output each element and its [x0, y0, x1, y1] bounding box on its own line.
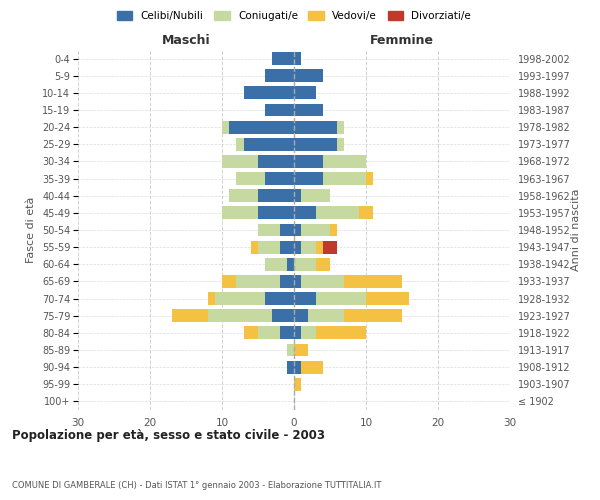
- Text: COMUNE DI GAMBERALE (CH) - Dati ISTAT 1° gennaio 2003 - Elaborazione TUTTITALIA.: COMUNE DI GAMBERALE (CH) - Dati ISTAT 1°…: [12, 481, 382, 490]
- Bar: [258, 155, 294, 168]
- Bar: [316, 326, 366, 340]
- Bar: [323, 172, 366, 185]
- Bar: [215, 292, 265, 305]
- Bar: [359, 206, 373, 220]
- Bar: [222, 155, 258, 168]
- Bar: [272, 310, 294, 322]
- Bar: [294, 378, 301, 390]
- Bar: [222, 206, 258, 220]
- Bar: [366, 292, 409, 305]
- Bar: [323, 155, 366, 168]
- Bar: [222, 275, 236, 288]
- Bar: [280, 240, 294, 254]
- Bar: [294, 258, 316, 270]
- Bar: [265, 258, 287, 270]
- Bar: [287, 360, 294, 374]
- Bar: [301, 275, 344, 288]
- Bar: [280, 275, 294, 288]
- Bar: [229, 190, 258, 202]
- Bar: [294, 206, 316, 220]
- Bar: [258, 326, 280, 340]
- Bar: [236, 138, 244, 150]
- Bar: [172, 310, 208, 322]
- Bar: [316, 292, 366, 305]
- Bar: [294, 326, 301, 340]
- Bar: [258, 224, 280, 236]
- Bar: [301, 326, 316, 340]
- Bar: [308, 310, 344, 322]
- Text: Popolazione per età, sesso e stato civile - 2003: Popolazione per età, sesso e stato civil…: [12, 430, 325, 442]
- Bar: [301, 360, 323, 374]
- Bar: [337, 138, 344, 150]
- Bar: [280, 224, 294, 236]
- Bar: [265, 172, 294, 185]
- Bar: [236, 172, 265, 185]
- Bar: [337, 120, 344, 134]
- Bar: [301, 190, 330, 202]
- Bar: [301, 224, 330, 236]
- Bar: [236, 275, 280, 288]
- Bar: [208, 292, 215, 305]
- Bar: [287, 344, 294, 356]
- Bar: [294, 344, 308, 356]
- Bar: [294, 104, 323, 117]
- Bar: [294, 172, 323, 185]
- Bar: [251, 240, 258, 254]
- Bar: [294, 86, 316, 100]
- Bar: [316, 240, 323, 254]
- Y-axis label: Fasce di età: Fasce di età: [26, 197, 37, 263]
- Bar: [294, 224, 301, 236]
- Bar: [265, 292, 294, 305]
- Bar: [294, 310, 308, 322]
- Bar: [344, 310, 402, 322]
- Bar: [316, 258, 330, 270]
- Bar: [294, 120, 337, 134]
- Bar: [265, 70, 294, 82]
- Legend: Celibi/Nubili, Coniugati/e, Vedovi/e, Divorziati/e: Celibi/Nubili, Coniugati/e, Vedovi/e, Di…: [113, 8, 475, 24]
- Bar: [294, 240, 301, 254]
- Text: Maschi: Maschi: [161, 34, 211, 46]
- Bar: [244, 86, 294, 100]
- Bar: [258, 240, 280, 254]
- Bar: [222, 120, 229, 134]
- Bar: [294, 275, 301, 288]
- Bar: [280, 326, 294, 340]
- Bar: [301, 240, 316, 254]
- Bar: [294, 360, 301, 374]
- Bar: [366, 172, 373, 185]
- Bar: [229, 120, 294, 134]
- Bar: [258, 206, 294, 220]
- Bar: [330, 224, 337, 236]
- Bar: [294, 190, 301, 202]
- Bar: [294, 155, 323, 168]
- Bar: [272, 52, 294, 65]
- Bar: [208, 310, 272, 322]
- Bar: [316, 206, 359, 220]
- Bar: [344, 275, 402, 288]
- Bar: [294, 292, 316, 305]
- Bar: [287, 258, 294, 270]
- Bar: [244, 326, 258, 340]
- Bar: [323, 240, 337, 254]
- Bar: [244, 138, 294, 150]
- Bar: [258, 190, 294, 202]
- Bar: [294, 70, 323, 82]
- Bar: [265, 104, 294, 117]
- Text: Femmine: Femmine: [370, 34, 434, 46]
- Y-axis label: Anni di nascita: Anni di nascita: [571, 188, 581, 271]
- Bar: [294, 52, 301, 65]
- Bar: [294, 138, 337, 150]
